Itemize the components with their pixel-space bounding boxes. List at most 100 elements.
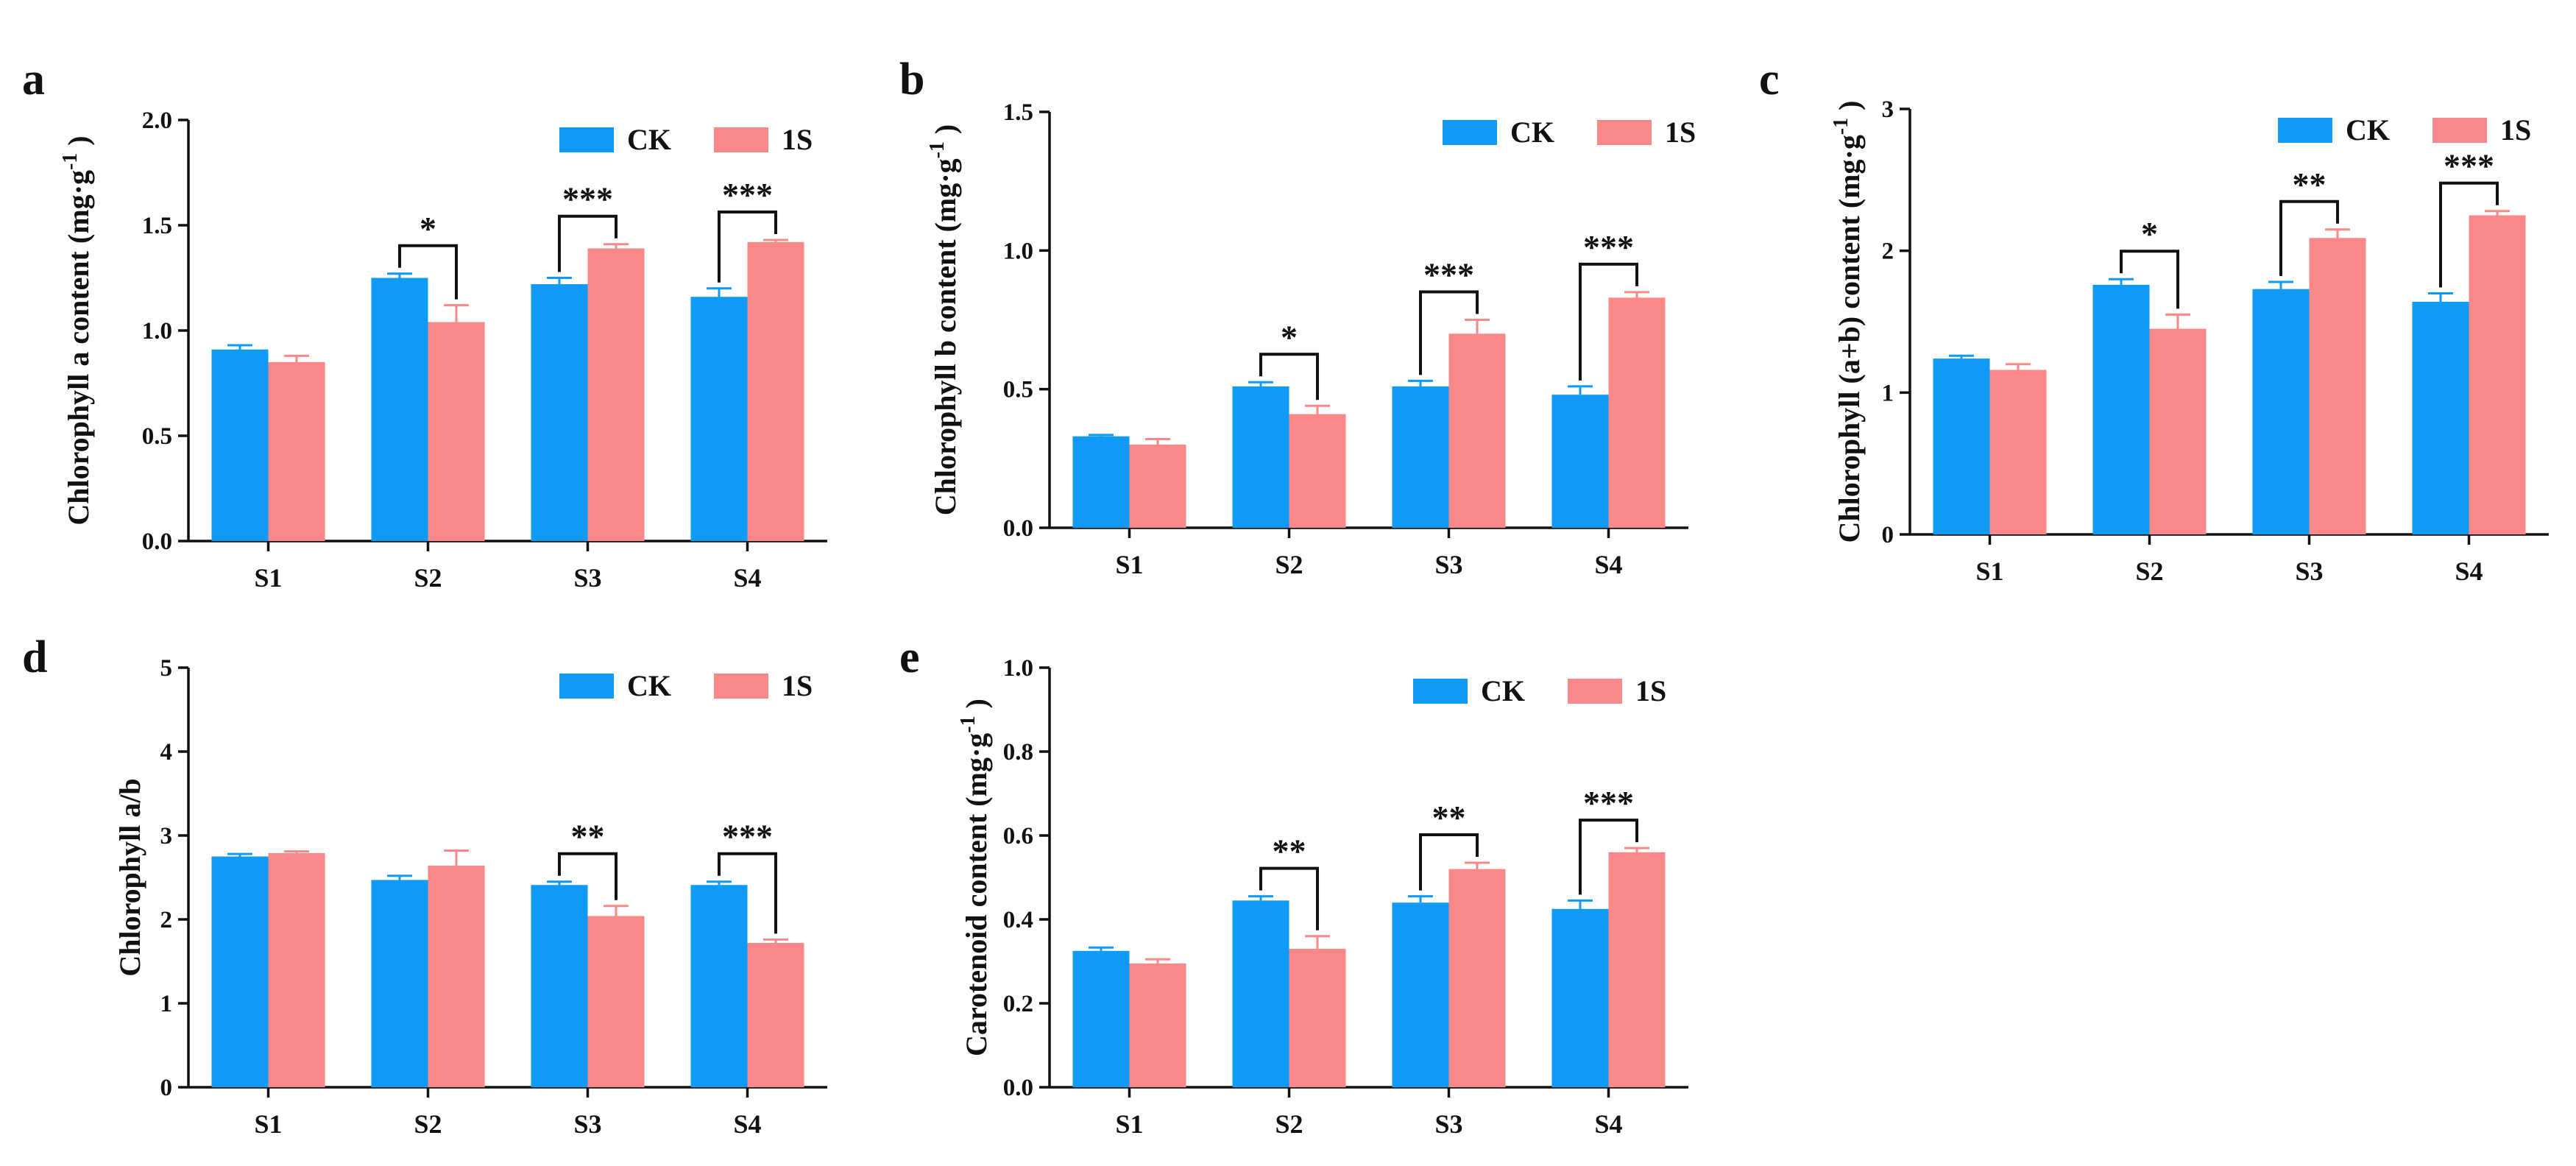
x-tick-label: S3 — [573, 563, 601, 593]
significance-label: * — [2141, 215, 2158, 252]
y-tick-label: 0.5 — [142, 423, 172, 450]
legend-label-ck: CK — [627, 669, 671, 702]
legend-label-1s: 1S — [1635, 674, 1666, 707]
x-tick-label: S3 — [573, 1109, 601, 1139]
x-tick-label: S2 — [414, 563, 442, 593]
bar-ck-s1 — [1072, 436, 1130, 528]
bar-ck-s4 — [1551, 395, 1609, 528]
bar-1s-s1 — [1129, 963, 1186, 1087]
y-tick-label: 1.0 — [142, 318, 172, 344]
y-tick-label: 0 — [1882, 522, 1894, 548]
y-tick-label: 5 — [160, 655, 173, 682]
bar-ck-s2 — [371, 880, 428, 1087]
bar-ck-s3 — [531, 885, 588, 1087]
legend-swatch-ck — [559, 127, 614, 152]
legend-label-1s: 1S — [782, 669, 813, 702]
significance-label: ** — [1273, 833, 1306, 870]
y-tick-label: 0.0 — [1003, 515, 1033, 542]
bar-1s-s4 — [2469, 215, 2526, 534]
y-tick-label: 1.0 — [1003, 238, 1033, 264]
significance-label: *** — [722, 176, 773, 213]
panel-letter: c — [1759, 54, 1780, 105]
x-tick-label: S1 — [1115, 550, 1143, 579]
y-tick-label: 2.0 — [142, 107, 172, 134]
x-tick-label: S4 — [1594, 550, 1622, 579]
y-tick-label: 1 — [160, 991, 173, 1017]
x-tick-label: S2 — [1275, 1109, 1303, 1139]
significance-bracket — [1418, 833, 1479, 891]
bar-1s-s2 — [428, 866, 485, 1087]
legend-swatch-ck — [1443, 120, 1497, 145]
significance-bracket — [1259, 353, 1320, 400]
legend-label-1s: 1S — [2500, 113, 2531, 146]
y-axis-label-tail: ) — [1833, 101, 1866, 118]
bar-ck-s4 — [690, 297, 748, 541]
bar-1s-s2 — [428, 322, 485, 541]
legend-swatch-ck — [1413, 679, 1468, 704]
bar-1s-s2 — [1289, 948, 1346, 1087]
y-axis-label-tail: ) — [929, 124, 962, 141]
panel-letter: b — [899, 54, 924, 105]
bar-1s-s2 — [2149, 328, 2207, 534]
bar-ck-s3 — [531, 284, 588, 541]
bar-ck-s1 — [211, 856, 269, 1087]
significance-label: ** — [2293, 166, 2326, 203]
bar-ck-s1 — [1072, 950, 1130, 1087]
bar-1s-s4 — [747, 942, 804, 1087]
significance-bracket — [1578, 262, 1639, 381]
panel-letter: a — [22, 54, 45, 105]
bar-ck-s4 — [2412, 302, 2469, 534]
y-axis-label-text: Chlorophyll b content (mg·g — [929, 158, 962, 515]
legend-swatch-1s — [714, 127, 768, 152]
significance-label: ** — [571, 818, 605, 855]
legend-swatch-ck — [559, 674, 614, 699]
x-tick-label: S3 — [2295, 556, 2323, 586]
legend-swatch-1s — [2432, 118, 2487, 143]
x-tick-label: S1 — [1115, 1109, 1143, 1139]
bar-ck-s4 — [690, 885, 748, 1087]
y-tick-label: 1.5 — [142, 213, 172, 239]
x-tick-label: S2 — [1275, 550, 1303, 579]
significance-bracket — [557, 852, 618, 900]
significance-bracket — [2119, 250, 2180, 309]
legend-label-ck: CK — [1510, 116, 1554, 149]
legend-swatch-1s — [1568, 679, 1622, 704]
bar-1s-s4 — [747, 241, 804, 541]
y-tick-label: 2 — [160, 907, 173, 933]
significance-bracket — [557, 214, 618, 272]
significance-label: *** — [1423, 256, 1474, 294]
bar-ck-s1 — [1933, 358, 1990, 534]
bar-1s-s4 — [1608, 852, 1666, 1087]
chart-panel-a: a Chlorophyll a content (mg·g-1 ) 0.0 0.5 1.… — [22, 54, 827, 593]
bar-1s-s3 — [1448, 869, 1506, 1087]
bar-1s-s1 — [1129, 445, 1186, 528]
bar-1s-s1 — [268, 852, 325, 1087]
x-tick-label: S2 — [414, 1109, 442, 1139]
legend-label-1s: 1S — [1665, 116, 1696, 149]
significance-bracket — [2438, 181, 2499, 288]
y-axis-label: Carotenoid content (mg·g-1 ) — [957, 699, 993, 1056]
bar-ck-s4 — [1551, 908, 1609, 1087]
significance-label: *** — [2444, 147, 2494, 185]
x-tick-label: S4 — [1594, 1109, 1622, 1139]
significance-bracket — [1418, 290, 1479, 375]
x-tick-label: S1 — [1975, 556, 2003, 586]
bar-ck-s2 — [1232, 900, 1289, 1087]
y-tick-label: 3 — [160, 823, 173, 849]
panel-letter: e — [899, 632, 920, 682]
legend-swatch-1s — [714, 674, 768, 699]
y-tick-label: 4 — [160, 739, 173, 766]
x-tick-label: S3 — [1434, 550, 1462, 579]
significance-bracket — [397, 244, 459, 300]
bar-ck-s2 — [371, 278, 428, 541]
bar-1s-s3 — [2309, 238, 2366, 534]
bar-1s-s2 — [1289, 414, 1346, 528]
significance-bracket — [1578, 819, 1639, 895]
y-axis-label: Chlorophyll a content (mg·g-1 ) — [59, 135, 95, 525]
bar-1s-s3 — [1448, 333, 1506, 528]
y-axis-label-text: Carotenoid content (mg·g — [960, 733, 993, 1056]
bar-1s-s4 — [1608, 297, 1666, 528]
y-tick-label: 1.5 — [1003, 99, 1033, 126]
